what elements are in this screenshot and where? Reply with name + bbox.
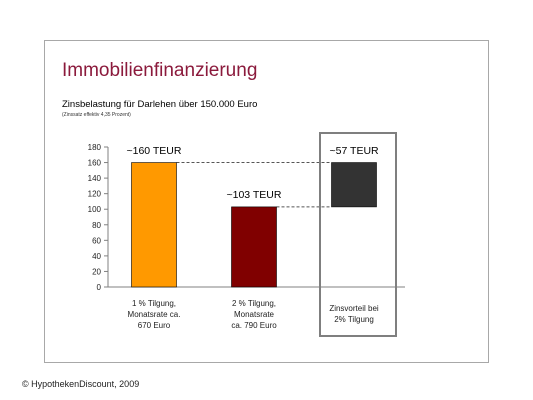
slide-frame — [44, 40, 489, 363]
category-label-line: 670 Euro — [137, 321, 171, 330]
bar-data-label: ~160 TEUR — [126, 144, 182, 157]
y-tick-label: 40 — [92, 252, 101, 261]
y-tick-label: 120 — [88, 190, 102, 199]
slide-title: Immobilienfinanzierung — [62, 60, 258, 81]
y-tick-label: 180 — [88, 143, 102, 152]
category-label-line: Monatsrate — [233, 310, 275, 319]
category-label: Zinsvorteil bei 2% Tilgung — [309, 303, 399, 325]
interest-rate-note: (Zinssatz effektiv 4,35 Prozent) — [62, 112, 131, 118]
category-label-line: 2 % Tilgung, — [231, 299, 277, 308]
bar — [331, 162, 377, 208]
y-tick-label: 20 — [92, 267, 101, 276]
category-label: 2 % Tilgung, Monatsrate ca. 790 Euro — [209, 298, 299, 331]
chart-subtitle: Zinsbelastung für Darlehen über 150.000 … — [62, 99, 258, 110]
category-label-line: 2% Tilgung — [334, 315, 374, 324]
bar-data-label: ~57 TEUR — [329, 144, 379, 157]
category-label-line: Monatsrate ca. — [127, 310, 181, 319]
y-tick-label: 0 — [97, 283, 102, 292]
y-tick-label: 160 — [88, 159, 102, 168]
bar — [131, 162, 177, 288]
bar-data-label: ~103 TEUR — [226, 188, 282, 201]
category-label-line: ca. 790 Euro — [231, 321, 277, 330]
category-label: 1 % Tilgung, Monatsrate ca. 670 Euro — [109, 298, 199, 331]
category-label-line: Zinsvorteil bei — [329, 304, 379, 313]
y-tick-label: 80 — [92, 221, 101, 230]
y-tick-label: 60 — [92, 236, 101, 245]
bar — [231, 206, 277, 288]
copyright-footer: © HypothekenDiscount, 2009 — [22, 379, 140, 389]
savings-highlight-box — [319, 132, 397, 337]
y-tick-label: 140 — [88, 174, 102, 183]
y-tick-label: 100 — [88, 205, 102, 214]
category-label-line: 1 % Tilgung, — [131, 299, 177, 308]
